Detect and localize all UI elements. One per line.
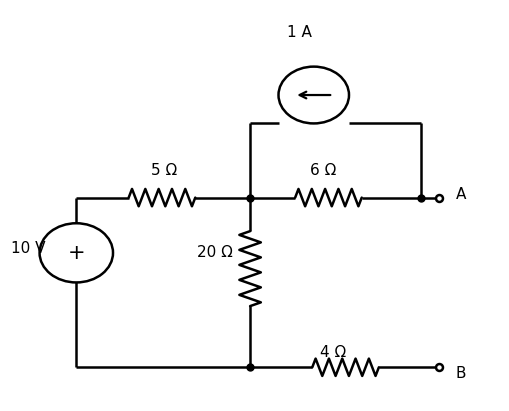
Text: A: A (455, 187, 465, 202)
Text: +: + (67, 243, 85, 263)
Text: 10 V: 10 V (11, 241, 45, 256)
Text: 1 A: 1 A (286, 25, 311, 40)
Text: 4 Ω: 4 Ω (320, 345, 346, 360)
Text: 5 Ω: 5 Ω (151, 163, 177, 178)
Text: 6 Ω: 6 Ω (310, 163, 336, 178)
Text: 20 Ω: 20 Ω (196, 245, 233, 260)
Text: B: B (455, 366, 465, 381)
